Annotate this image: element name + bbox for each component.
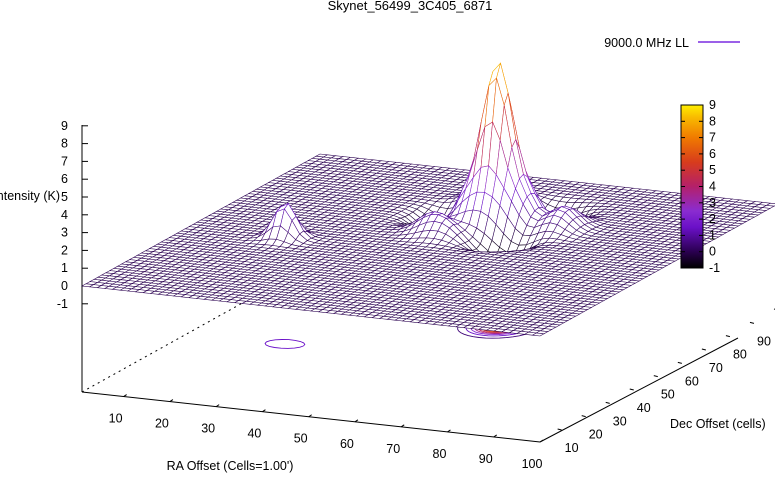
x-tick-label: 60 — [340, 437, 354, 451]
y-tick-mark — [605, 401, 610, 404]
z-axis-ticks: -1 0 1 2 3 4 5 6 7 8 9 — [57, 119, 88, 311]
x-tick-label: 100 — [522, 457, 543, 471]
y-tick-label: 40 — [637, 401, 651, 415]
x-tick-label: 80 — [433, 447, 447, 461]
x-tick-label: 40 — [247, 427, 261, 441]
y-tick-label: 30 — [613, 414, 627, 428]
colorbar-tick-label: 1 — [709, 228, 716, 242]
x-tick-label: 10 — [109, 412, 123, 426]
z-tick-label: 3 — [61, 226, 68, 240]
z-tick-label: 8 — [61, 137, 68, 151]
z-tick-label: 4 — [61, 208, 68, 222]
x-tick-mark — [400, 424, 405, 428]
colorbar-tick-label: 5 — [709, 163, 716, 177]
x-axis-ticks: 10 20 30 40 50 60 70 80 90 100 — [109, 394, 544, 471]
y-tick-label: 90 — [757, 334, 771, 348]
y-tick-label: 10 — [565, 441, 579, 455]
x-axis-line — [81, 391, 541, 443]
z-tick-label: 9 — [61, 119, 68, 133]
x-tick-mark — [215, 404, 220, 408]
z-tick-label: 7 — [61, 154, 68, 168]
contour-line — [264, 339, 306, 349]
y-tick-label: 50 — [661, 388, 675, 402]
z-tick-label: 2 — [61, 243, 68, 257]
x-tick-label: 90 — [479, 452, 493, 466]
y-tick-mark — [677, 361, 682, 364]
colorbar-tick-label: 8 — [709, 114, 716, 128]
x-tick-label: 70 — [386, 442, 400, 456]
z-tick-label: 1 — [61, 261, 68, 275]
x-tick-mark — [447, 429, 451, 433]
y-axis-line — [539, 337, 739, 443]
colorbar-tick-label: 6 — [709, 147, 716, 161]
z-tick-label: 5 — [61, 190, 68, 204]
z-axis-label: Intensity (K) — [0, 189, 60, 203]
legend: 9000.0 MHz LL — [604, 36, 740, 50]
z-axis: -1 0 1 2 3 4 5 6 7 8 9 Intensity (K) — [0, 119, 88, 392]
y-tick-mark — [701, 348, 707, 351]
legend-label: 9000.0 MHz LL — [604, 36, 689, 50]
x-tick-mark — [539, 439, 544, 443]
y-axis-label: Dec Offset (cells) — [670, 417, 766, 431]
y-tick-mark — [557, 428, 562, 431]
x-tick-label: 50 — [294, 432, 308, 446]
y-tick-label: 70 — [709, 361, 723, 375]
y-tick-label: 60 — [685, 374, 699, 388]
x-tick-label: 30 — [201, 422, 215, 436]
x-tick-mark — [123, 394, 127, 397]
colorbar-tick-label: 9 — [709, 98, 716, 112]
colorbar-tick-label: 7 — [709, 131, 716, 145]
x-tick-mark — [308, 414, 312, 418]
base-frame — [81, 259, 739, 443]
colorbar-tick-label: 2 — [709, 212, 716, 226]
y-tick-mark — [653, 375, 658, 378]
z-tick-label: 0 — [61, 279, 68, 293]
chart-title: Skynet_56499_3C405_6871 — [328, 0, 493, 13]
x-tick-mark — [262, 409, 266, 413]
y-tick-mark — [725, 335, 731, 338]
y-tick-mark — [749, 321, 755, 324]
y-tick-mark — [629, 388, 634, 391]
x-tick-mark — [354, 419, 359, 423]
colorbar-tick-label: -1 — [709, 261, 720, 275]
x-tick-mark — [169, 399, 174, 403]
colorbar: -1 0 1 2 3 4 5 6 7 8 9 — [680, 98, 720, 275]
colorbar-tick-label: 3 — [709, 196, 716, 210]
surface-mesh — [81, 62, 775, 337]
x-tick-label: 20 — [155, 417, 169, 431]
y-tick-label: 20 — [589, 428, 603, 442]
colorbar-tick-label: 4 — [709, 180, 716, 194]
y-tick-label: 80 — [733, 348, 747, 362]
z-tick-label: 6 — [61, 172, 68, 186]
z-tick-label: -1 — [57, 297, 68, 311]
x-tick-mark — [493, 434, 498, 438]
y-tick-mark — [581, 415, 586, 418]
x-axis-label: RA Offset (Cells=1.00') — [167, 459, 294, 473]
colorbar-tick-label: 0 — [709, 245, 716, 259]
